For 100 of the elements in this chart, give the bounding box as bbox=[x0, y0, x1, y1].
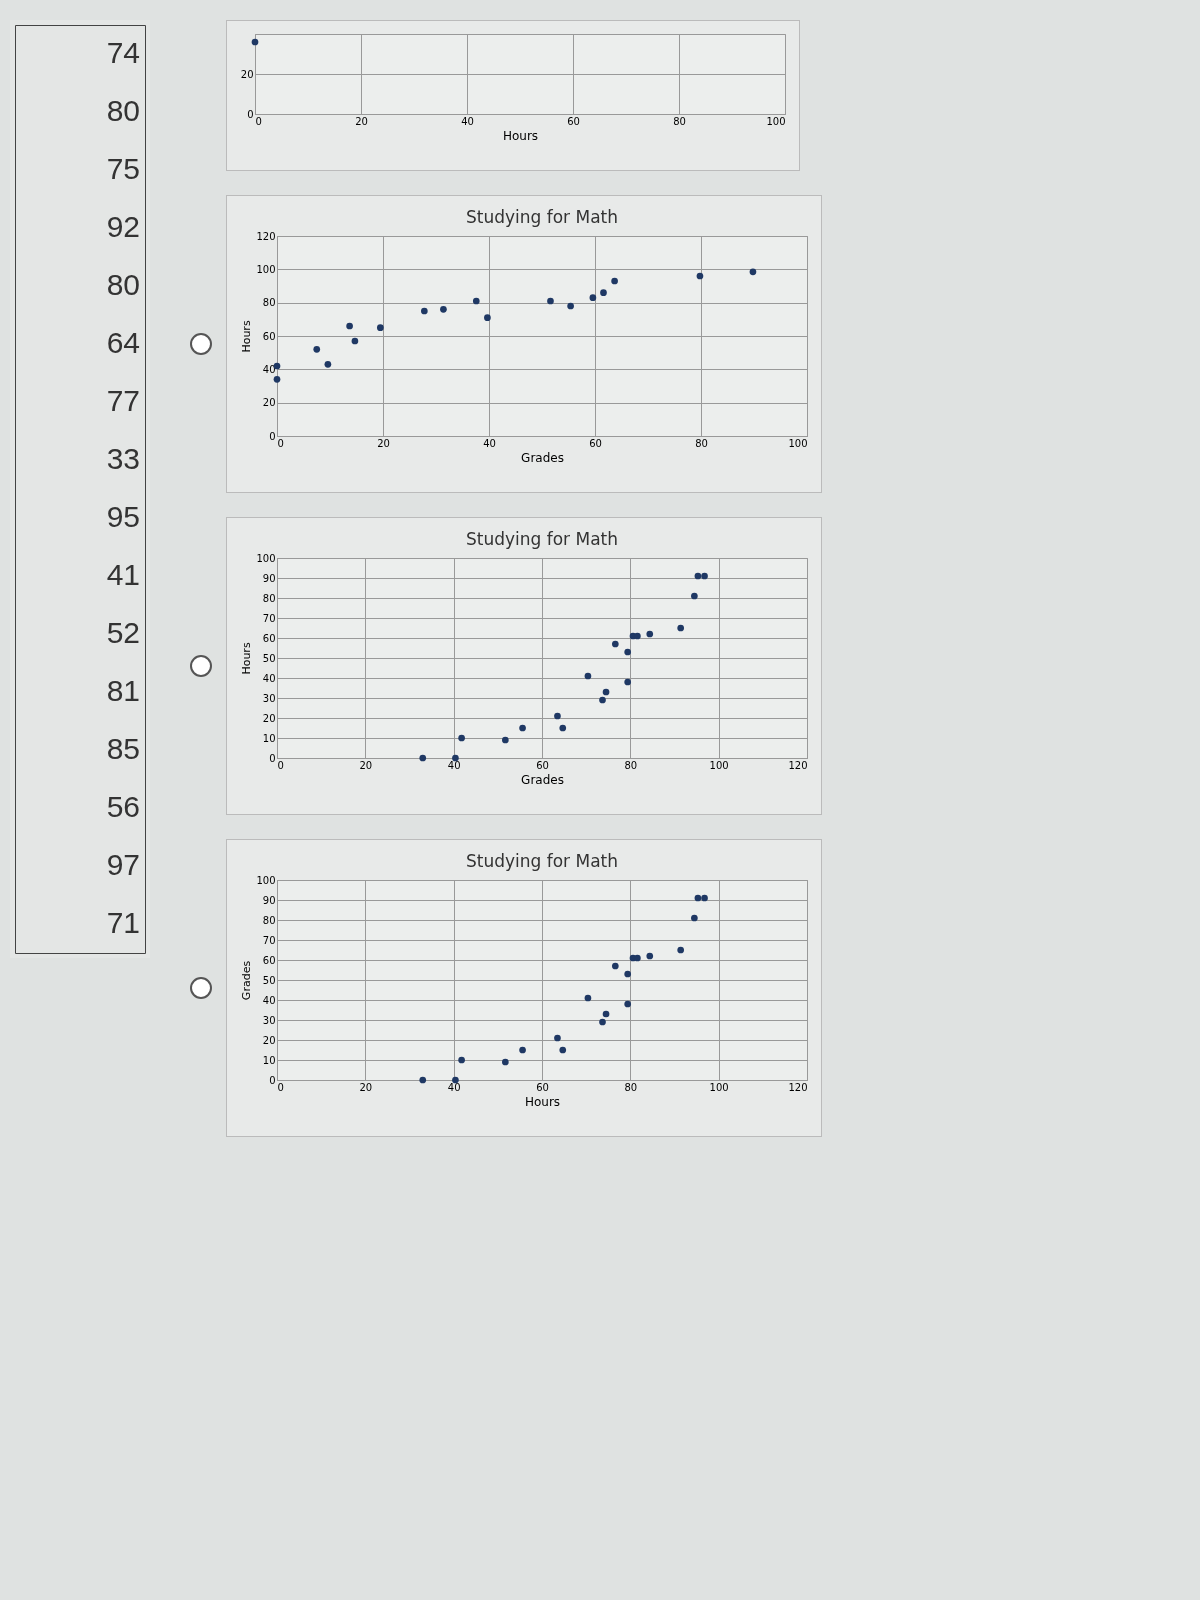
point bbox=[691, 592, 698, 600]
x-tick-label: 80 bbox=[624, 1081, 638, 1093]
point bbox=[624, 678, 632, 686]
point bbox=[472, 297, 480, 305]
point bbox=[599, 1018, 606, 1026]
text: 85 bbox=[106, 732, 140, 765]
text: 71 bbox=[106, 906, 140, 939]
point bbox=[377, 324, 384, 332]
point bbox=[273, 375, 281, 383]
y-axis-title: Hours bbox=[240, 642, 254, 675]
x-axis-title: Hours bbox=[524, 1094, 561, 1109]
y-tick-label: 100 bbox=[256, 263, 276, 275]
y-tick-label: 100 bbox=[256, 552, 276, 564]
x-tick-label: 80 bbox=[624, 759, 638, 771]
point bbox=[324, 360, 332, 368]
x-axis-title: Hours bbox=[502, 128, 539, 143]
point bbox=[611, 640, 619, 648]
text: 33 bbox=[106, 442, 140, 475]
point bbox=[346, 322, 353, 330]
y-tick-label: 70 bbox=[262, 612, 276, 624]
x-tick-label: 0 bbox=[277, 437, 284, 449]
y-tick-label: 60 bbox=[262, 632, 276, 644]
x-tick-label: 100 bbox=[709, 1081, 729, 1093]
x-tick-label: 100 bbox=[766, 115, 786, 127]
y-tick-label: 40 bbox=[262, 363, 276, 375]
point bbox=[501, 1058, 509, 1066]
x-tick-label: 40 bbox=[483, 437, 496, 449]
point bbox=[313, 345, 321, 353]
point bbox=[484, 314, 491, 322]
point bbox=[694, 572, 702, 580]
x-tick-label: 0 bbox=[277, 1081, 284, 1093]
x-tick-label: 80 bbox=[673, 115, 686, 127]
x-tick-label: 20 bbox=[359, 759, 373, 771]
x-tick-label: 0 bbox=[277, 759, 284, 771]
y-tick-label: 30 bbox=[262, 1014, 276, 1026]
text: 74 bbox=[106, 36, 140, 69]
text: 75 bbox=[106, 152, 140, 185]
point bbox=[749, 268, 757, 276]
chart-title: Studying for Math bbox=[465, 529, 619, 549]
text: 80 bbox=[106, 268, 140, 301]
chart-title: Studying for Math bbox=[465, 207, 619, 227]
point bbox=[602, 1010, 610, 1018]
text: 81 bbox=[106, 674, 140, 707]
x-tick-label: 40 bbox=[461, 115, 474, 127]
point bbox=[584, 672, 592, 680]
point bbox=[602, 688, 610, 696]
point bbox=[440, 305, 447, 313]
y-tick-label: 50 bbox=[262, 652, 276, 664]
text: 77 bbox=[106, 384, 140, 417]
x-tick-label: 20 bbox=[377, 437, 390, 449]
text: 41 bbox=[106, 558, 140, 591]
x-tick-label: 100 bbox=[709, 759, 729, 771]
point bbox=[646, 952, 654, 960]
point bbox=[584, 994, 592, 1002]
point bbox=[420, 307, 428, 315]
point bbox=[624, 1000, 632, 1008]
y-tick-label: 10 bbox=[262, 1054, 276, 1066]
point bbox=[701, 894, 708, 902]
point bbox=[519, 1046, 526, 1054]
text: 56 bbox=[106, 790, 140, 823]
x-tick-label: 60 bbox=[589, 437, 602, 449]
point bbox=[624, 970, 632, 978]
y-tick-label: 120 bbox=[256, 230, 276, 242]
point bbox=[519, 724, 526, 732]
point bbox=[600, 289, 607, 297]
point bbox=[501, 736, 509, 744]
y-tick-label: 30 bbox=[262, 692, 276, 704]
point bbox=[677, 946, 685, 954]
point bbox=[351, 337, 359, 345]
point bbox=[419, 1076, 427, 1084]
point bbox=[611, 277, 618, 285]
y-tick-label: 10 bbox=[262, 732, 276, 744]
x-tick-label: 20 bbox=[359, 1081, 373, 1093]
y-axis-title: Hours bbox=[240, 320, 254, 353]
x-axis-title: Grades bbox=[521, 450, 564, 465]
x-tick-label: 40 bbox=[447, 1081, 461, 1093]
y-tick-label: 20 bbox=[262, 397, 276, 409]
point bbox=[611, 962, 619, 970]
point bbox=[691, 914, 698, 922]
y-tick-label: 40 bbox=[262, 672, 276, 684]
y-tick-label: 60 bbox=[262, 330, 276, 342]
point bbox=[559, 724, 567, 732]
y-tick-label: 60 bbox=[262, 954, 276, 966]
point bbox=[696, 272, 704, 280]
point bbox=[559, 1046, 567, 1054]
x-tick-label: 20 bbox=[355, 115, 368, 127]
y-tick-label: 80 bbox=[262, 297, 276, 309]
point bbox=[599, 696, 606, 704]
x-tick-label: 100 bbox=[788, 437, 808, 449]
point bbox=[554, 1034, 561, 1042]
point bbox=[554, 712, 561, 720]
y-tick-label: 90 bbox=[262, 894, 276, 906]
y-tick-label: 40 bbox=[262, 994, 276, 1006]
chart-title: Studying for Math bbox=[465, 851, 619, 871]
y-tick-label: 90 bbox=[262, 572, 276, 584]
y-tick-label: 20 bbox=[262, 1034, 276, 1046]
point bbox=[458, 1056, 465, 1064]
text: 64 bbox=[106, 326, 140, 359]
x-axis-title: Grades bbox=[521, 772, 564, 787]
x-tick-label: 60 bbox=[536, 759, 549, 771]
